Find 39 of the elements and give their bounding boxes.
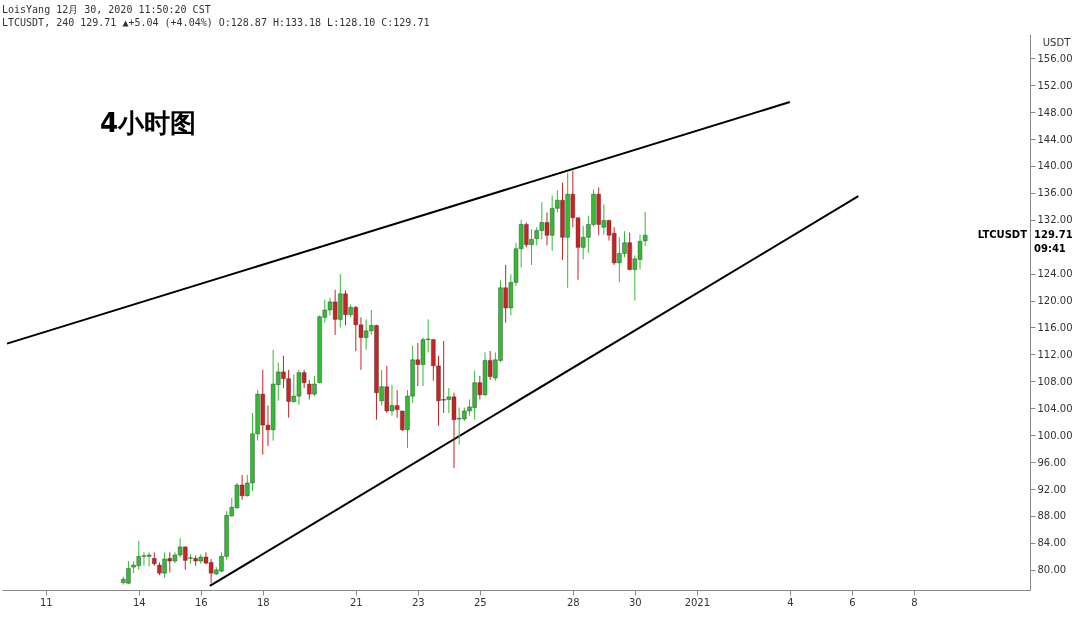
x-tick-label: 25: [473, 596, 487, 608]
x-tick-label: 21: [349, 596, 363, 608]
y-tick-label: 100.00: [1037, 429, 1073, 441]
y-tick-label: 84.00: [1037, 537, 1067, 549]
y-tick-label: 92.00: [1037, 483, 1067, 495]
x-tick-label: 2021: [684, 596, 711, 608]
x-tick-label: 4: [787, 596, 794, 608]
y-tick-label: 96.00: [1037, 456, 1067, 468]
y-tick-label: 148.00: [1037, 106, 1073, 118]
chart-title: LoisYang 12月 30, 2020 11:50:20 CST: [2, 4, 211, 15]
y-axis-title: USDT: [1042, 36, 1072, 48]
y-tick-label: 156.00: [1037, 52, 1073, 64]
y-tick-label: 124.00: [1037, 268, 1073, 280]
x-tick-label: 8: [911, 596, 918, 608]
x-tick-label: 11: [39, 596, 53, 608]
text: 129.71: [1034, 229, 1073, 241]
chart-subtitle: LTCUSDT, 240 129.71 ▲+5.04 (+4.04%) O:128.87 H:133.18 L:128.10 C:129.71: [2, 17, 430, 28]
x-tick-label: 14: [132, 596, 146, 608]
y-tick-label: 108.00: [1037, 375, 1073, 387]
y-tick-label: 80.00: [1037, 564, 1067, 576]
x-tick-label: 6: [849, 596, 856, 608]
y-tick-label: 112.00: [1037, 348, 1073, 360]
y-tick-label: 136.00: [1037, 187, 1073, 199]
text: 09:41: [1034, 243, 1066, 255]
x-tick-label: 18: [256, 596, 270, 608]
x-tick-label: 30: [628, 596, 642, 608]
y-tick-label: 132.00: [1037, 214, 1073, 226]
y-tick-label: 88.00: [1037, 510, 1067, 522]
y-tick-label: 140.00: [1037, 160, 1073, 172]
annotation: 4小时图: [100, 108, 197, 138]
y-tick-label: 152.00: [1037, 79, 1073, 91]
y-tick-label: 116.00: [1037, 321, 1073, 333]
y-tick-label: 144.00: [1037, 133, 1073, 145]
annotation: LTCUSDT: [977, 229, 1028, 241]
x-tick-label: 23: [411, 596, 425, 608]
x-tick-label: 16: [194, 596, 208, 608]
y-tick-label: 120.00: [1037, 295, 1073, 307]
y-tick-label: 104.00: [1037, 402, 1073, 414]
x-tick-label: 28: [566, 596, 580, 608]
